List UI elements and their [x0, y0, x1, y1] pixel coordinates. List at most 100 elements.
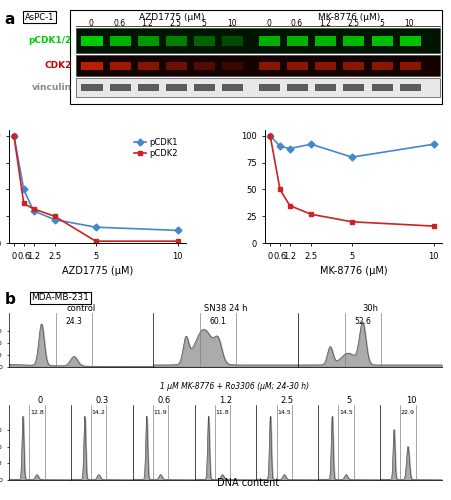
Text: 1.2: 1.2 [142, 20, 153, 28]
Bar [372, 84, 393, 91]
pCDK2 [52, 214, 58, 220]
Bar [259, 84, 280, 91]
Bar [315, 36, 336, 46]
pCDK1 [11, 132, 17, 138]
Text: 10: 10 [227, 20, 237, 28]
pCDK1 [431, 141, 437, 147]
Text: a: a [5, 12, 15, 28]
Text: 10: 10 [405, 20, 414, 28]
Bar [315, 84, 336, 91]
Text: 0: 0 [267, 20, 271, 28]
Text: 24.3: 24.3 [65, 317, 83, 326]
Text: MK-8776 (μM): MK-8776 (μM) [318, 13, 380, 22]
pCDK1 [267, 132, 273, 138]
Text: 1.2: 1.2 [319, 20, 331, 28]
pCDK1 [308, 141, 314, 147]
Bar [138, 36, 159, 46]
Text: 11.9: 11.9 [154, 410, 167, 415]
pCDK2 [31, 206, 36, 212]
Bar [400, 62, 421, 70]
Bar [343, 84, 364, 91]
Bar [82, 36, 102, 46]
Legend: pCDK1, pCDK2: pCDK1, pCDK2 [131, 134, 182, 162]
pCDK1 [21, 186, 27, 192]
Text: DNA content: DNA content [217, 478, 279, 488]
Bar [259, 62, 280, 70]
Bar [222, 62, 243, 70]
Title: control: control [67, 304, 96, 314]
pCDK2 [349, 219, 354, 225]
Bar [138, 84, 159, 91]
Bar [166, 62, 187, 70]
Text: pCDK1/2: pCDK1/2 [28, 36, 72, 45]
Text: 14.5: 14.5 [339, 410, 353, 415]
Bar [287, 84, 308, 91]
Text: 0: 0 [89, 20, 94, 28]
Text: 1 μM MK-8776 + Ro3306 (μM; 24-30 h): 1 μM MK-8776 + Ro3306 (μM; 24-30 h) [160, 382, 309, 391]
pCDK1 [349, 154, 354, 160]
Bar [82, 84, 102, 91]
Text: 14.5: 14.5 [277, 410, 291, 415]
pCDK1 [287, 146, 293, 152]
Bar [76, 78, 440, 96]
Line: pCDK1: pCDK1 [268, 133, 436, 160]
X-axis label: AZD1775 (μM): AZD1775 (μM) [62, 266, 133, 276]
Text: CDK2: CDK2 [45, 61, 72, 70]
Bar [110, 84, 131, 91]
Bar [400, 36, 421, 46]
pCDK1 [277, 144, 283, 150]
Bar [259, 36, 280, 46]
Line: pCDK2: pCDK2 [11, 133, 180, 244]
pCDK1 [31, 208, 36, 214]
pCDK2 [11, 132, 17, 138]
Title: 30h: 30h [362, 304, 378, 314]
Bar [343, 36, 364, 46]
Title: SN38 24 h: SN38 24 h [204, 304, 247, 314]
Bar [372, 62, 393, 70]
pCDK2 [267, 132, 273, 138]
Bar [287, 36, 308, 46]
pCDK2 [93, 238, 98, 244]
Text: 52.6: 52.6 [354, 317, 371, 326]
Bar [76, 56, 440, 76]
Line: pCDK1: pCDK1 [11, 133, 180, 233]
Title: 0.6: 0.6 [157, 396, 170, 405]
Text: 5: 5 [202, 20, 206, 28]
Text: 2.5: 2.5 [170, 20, 182, 28]
Bar [315, 62, 336, 70]
Bar [343, 62, 364, 70]
Text: 2.5: 2.5 [347, 20, 359, 28]
Bar [372, 36, 393, 46]
Bar [166, 36, 187, 46]
X-axis label: MK-8776 (μM): MK-8776 (μM) [320, 266, 387, 276]
pCDK1 [52, 216, 58, 222]
Text: vinculin: vinculin [32, 83, 72, 92]
Bar [194, 62, 215, 70]
Title: 0.3: 0.3 [95, 396, 108, 405]
Bar [76, 28, 440, 54]
Bar [194, 36, 215, 46]
Bar [194, 84, 215, 91]
Bar [82, 62, 102, 70]
Bar [287, 62, 308, 70]
Bar [69, 10, 442, 104]
Text: MDA-MB-231: MDA-MB-231 [32, 294, 89, 302]
pCDK2 [277, 186, 283, 192]
Bar [110, 36, 131, 46]
pCDK2 [431, 223, 437, 229]
Text: 22.9: 22.9 [401, 410, 415, 415]
Text: 60.1: 60.1 [210, 317, 227, 326]
Text: 14.2: 14.2 [92, 410, 106, 415]
Title: 10: 10 [406, 396, 416, 405]
Text: b: b [5, 292, 15, 308]
Bar [166, 84, 187, 91]
Text: 5: 5 [379, 20, 384, 28]
pCDK2 [175, 238, 180, 244]
Text: 0.6: 0.6 [113, 20, 125, 28]
Bar [222, 84, 243, 91]
Text: AsPC-1: AsPC-1 [25, 13, 54, 22]
Bar [400, 84, 421, 91]
Bar [222, 36, 243, 46]
pCDK2 [21, 200, 27, 206]
Title: 2.5: 2.5 [281, 396, 294, 405]
